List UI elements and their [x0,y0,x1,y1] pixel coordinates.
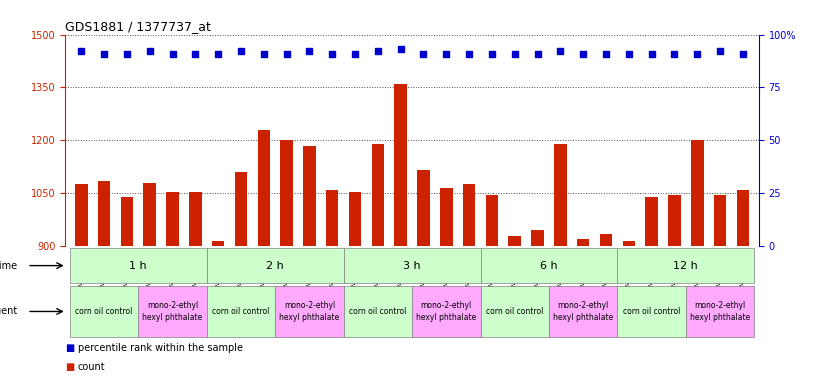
Bar [144,184,156,384]
Bar [417,170,430,384]
Bar [623,241,635,384]
Bar [508,236,521,384]
Point [143,48,156,55]
FancyBboxPatch shape [70,248,206,283]
Point [417,51,430,57]
Bar [440,188,453,384]
Point [531,51,544,57]
Bar [212,241,224,384]
Bar [554,144,566,384]
Text: mono-2-ethyl
hexyl phthalate: mono-2-ethyl hexyl phthalate [416,301,477,321]
FancyBboxPatch shape [344,248,481,283]
FancyBboxPatch shape [206,286,275,337]
Text: count: count [78,362,105,372]
Bar [166,192,179,384]
Point [211,51,224,57]
Text: mono-2-ethyl
hexyl phthalate: mono-2-ethyl hexyl phthalate [142,301,202,321]
Bar [303,146,316,384]
Point [463,51,476,57]
Text: time: time [0,261,18,271]
Text: ■: ■ [65,343,74,353]
Bar [371,144,384,384]
Bar [577,239,589,384]
Bar [691,141,703,384]
Point [645,51,659,57]
Text: mono-2-ethyl
hexyl phthalate: mono-2-ethyl hexyl phthalate [553,301,614,321]
Point [486,51,499,57]
Point [600,51,613,57]
Point [736,51,749,57]
Point [75,48,88,55]
Bar [394,84,407,384]
Point [623,51,636,57]
Bar [714,195,726,384]
Text: corn oil control: corn oil control [486,307,543,316]
FancyBboxPatch shape [412,286,481,337]
Point [303,48,316,55]
Bar [645,197,658,384]
Bar [531,230,543,384]
Point [188,51,202,57]
Point [98,51,111,57]
Text: corn oil control: corn oil control [623,307,681,316]
FancyBboxPatch shape [549,286,618,337]
Text: ■: ■ [65,362,74,372]
Text: mono-2-ethyl
hexyl phthalate: mono-2-ethyl hexyl phthalate [690,301,750,321]
Text: 3 h: 3 h [403,261,421,271]
Point [440,51,453,57]
Bar [600,234,612,384]
Text: corn oil control: corn oil control [75,307,133,316]
Point [691,51,704,57]
Point [394,46,407,53]
Bar [326,190,339,384]
Point [257,51,270,57]
Text: agent: agent [0,306,18,316]
Bar [121,197,133,384]
Point [348,51,361,57]
FancyBboxPatch shape [206,248,344,283]
FancyBboxPatch shape [481,248,618,283]
Bar [281,141,293,384]
FancyBboxPatch shape [686,286,754,337]
Text: 1 h: 1 h [130,261,147,271]
Bar [486,195,499,384]
Text: 6 h: 6 h [540,261,558,271]
Point [120,51,133,57]
Point [554,48,567,55]
Bar [75,184,87,384]
FancyBboxPatch shape [70,286,138,337]
FancyBboxPatch shape [344,286,412,337]
Point [508,51,521,57]
Point [234,48,247,55]
Point [713,48,726,55]
Text: 12 h: 12 h [673,261,698,271]
Point [326,51,339,57]
Text: mono-2-ethyl
hexyl phthalate: mono-2-ethyl hexyl phthalate [279,301,339,321]
Bar [98,181,110,384]
Bar [737,190,749,384]
Bar [668,195,681,384]
FancyBboxPatch shape [275,286,344,337]
Text: percentile rank within the sample: percentile rank within the sample [78,343,242,353]
Point [166,51,179,57]
Bar [235,172,247,384]
Bar [189,192,202,384]
Text: 2 h: 2 h [266,261,284,271]
Point [668,51,681,57]
FancyBboxPatch shape [618,248,754,283]
Point [280,51,293,57]
Point [371,48,384,55]
Text: corn oil control: corn oil control [349,307,406,316]
Bar [463,184,476,384]
Text: corn oil control: corn oil control [212,307,269,316]
FancyBboxPatch shape [618,286,686,337]
FancyBboxPatch shape [481,286,549,337]
Bar [348,192,361,384]
Text: GDS1881 / 1377737_at: GDS1881 / 1377737_at [65,20,211,33]
FancyBboxPatch shape [138,286,206,337]
Point [577,51,590,57]
Bar [258,130,270,384]
